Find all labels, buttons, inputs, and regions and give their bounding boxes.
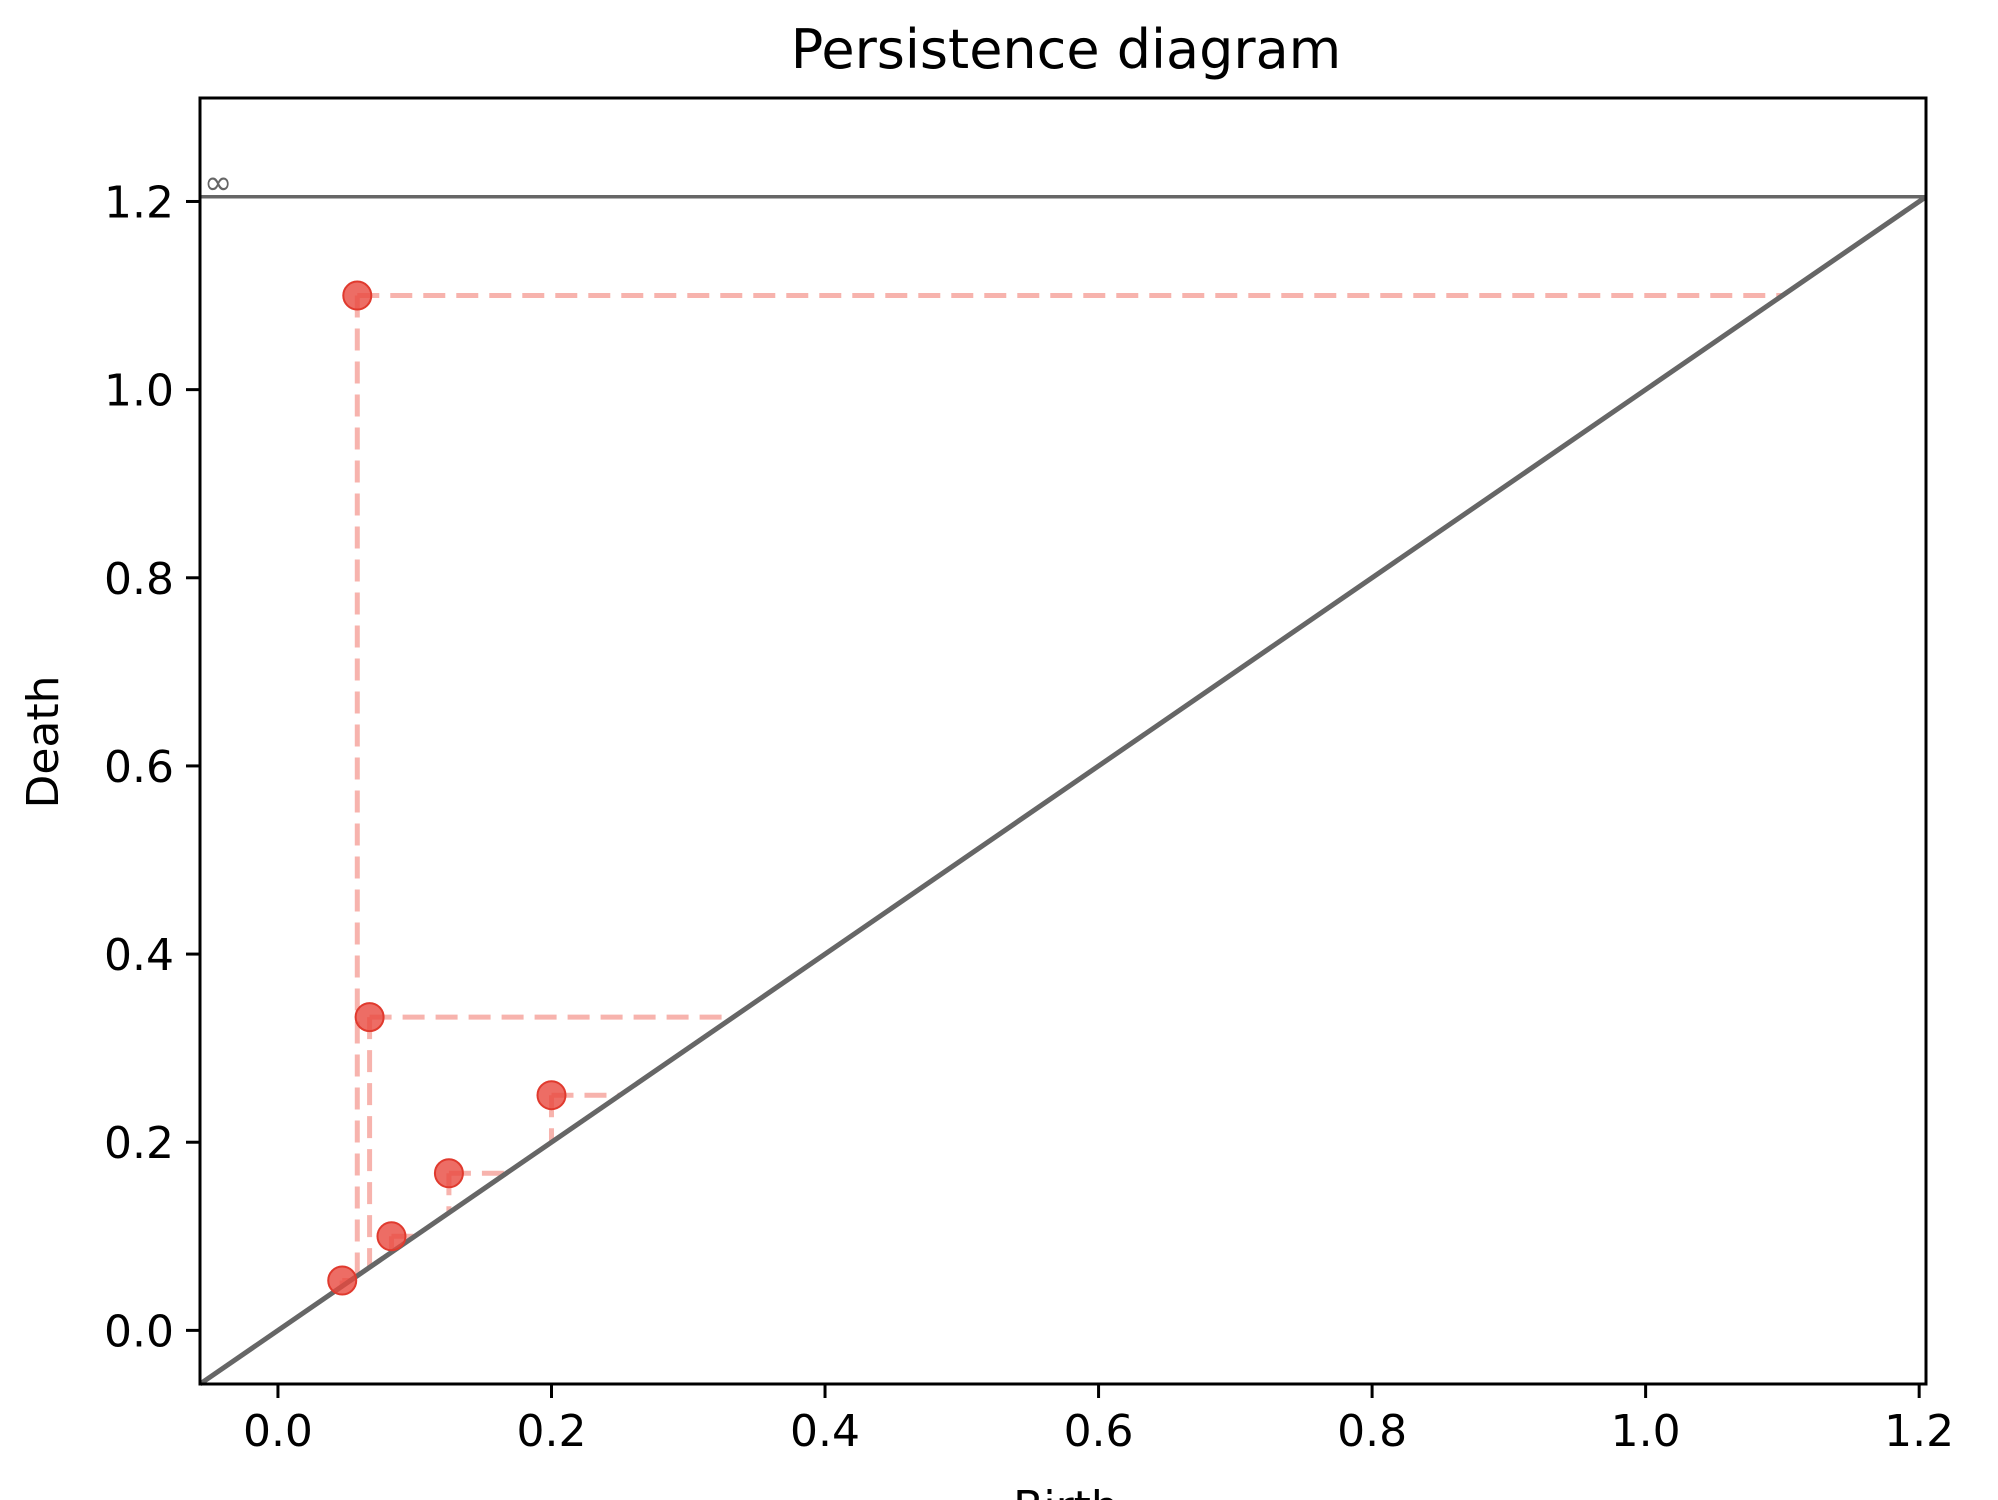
axis-ticks: 0.0 0.2 0.4 0.6 0.8 1.0 1.2 0.0 0.2 0.4 0.6 0.8 1.0 1… xyxy=(104,96,1954,1457)
x-tick-label-3: 0.6 xyxy=(1064,1406,1134,1457)
x-tick-label-2: 0.4 xyxy=(790,1406,860,1457)
x-axis-title: Birth xyxy=(1013,1482,1119,1500)
y-axis-title: Death xyxy=(18,675,69,808)
data-point-4 xyxy=(433,1158,464,1189)
axes-frame xyxy=(198,96,1928,1386)
x-tick-label-1: 0.2 xyxy=(516,1406,586,1457)
chart-title: Persistence diagram xyxy=(791,18,1342,81)
y-tick-label-1: 0.2 xyxy=(104,1118,174,1169)
data-point-3 xyxy=(376,1221,407,1252)
y-tick-label-0: 0.0 xyxy=(104,1306,174,1357)
x-tick-label-6: 1.2 xyxy=(1884,1406,1954,1457)
y-tick-label-6: 1.2 xyxy=(104,177,174,228)
data-point-5 xyxy=(536,1080,567,1111)
y-tick-label-4: 0.8 xyxy=(104,554,174,605)
y-tick-label-2: 0.4 xyxy=(104,930,174,981)
plot-area: ∞ xyxy=(198,163,1928,1387)
x-tick-label-0: 0.0 xyxy=(243,1406,313,1457)
data-point-1 xyxy=(342,280,373,311)
y-tick-label-5: 1.0 xyxy=(104,366,174,417)
data-point-0 xyxy=(327,1265,358,1296)
x-tick-label-5: 1.0 xyxy=(1611,1406,1681,1457)
x-tick-label-4: 0.8 xyxy=(1337,1406,1407,1457)
infinity-label: ∞ xyxy=(204,163,232,203)
y-tick-label-3: 0.6 xyxy=(104,742,174,793)
data-point-2 xyxy=(354,1002,385,1033)
diagonal-line xyxy=(198,194,1928,1387)
